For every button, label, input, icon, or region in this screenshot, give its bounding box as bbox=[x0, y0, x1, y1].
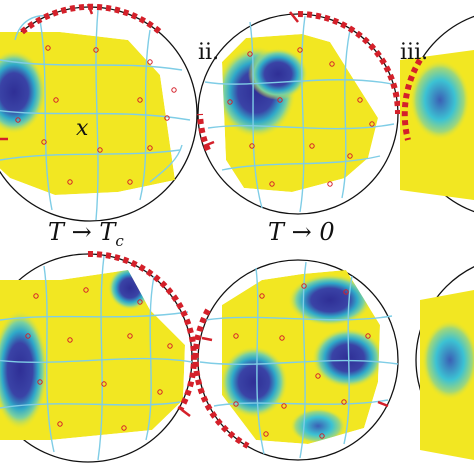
field-blob bbox=[410, 60, 470, 140]
panel-ii bbox=[197, 11, 401, 215]
boundary-tick bbox=[86, 3, 94, 15]
boundary-tick bbox=[289, 11, 299, 23]
panel-iii bbox=[400, 15, 474, 213]
mesh-lines bbox=[0, 255, 193, 461]
field-blob bbox=[290, 408, 346, 444]
boundary-arc bbox=[401, 58, 423, 141]
mesh-lines bbox=[204, 15, 395, 213]
field-blob bbox=[422, 320, 474, 400]
panel-label-iii: iii. bbox=[400, 40, 429, 65]
panel-label-ii: ii. bbox=[198, 40, 220, 65]
outer-circle bbox=[197, 259, 399, 461]
sample-points bbox=[15, 45, 177, 185]
boundary-arc bbox=[192, 308, 250, 449]
row-label-right: T → 0 bbox=[268, 218, 335, 246]
panel-bottom-left bbox=[0, 250, 197, 463]
field-blob bbox=[248, 48, 308, 100]
row-label-left: T → Tc bbox=[48, 218, 124, 250]
panel-i bbox=[0, 3, 198, 222]
boundary-tick bbox=[201, 336, 213, 342]
row-label-left-main: T → T bbox=[48, 218, 116, 246]
boundary-arc bbox=[20, 3, 162, 35]
sample-points bbox=[227, 47, 375, 187]
field-blob bbox=[222, 346, 288, 418]
row-label-left-sub: c bbox=[115, 231, 124, 250]
x-label: x bbox=[76, 116, 89, 141]
boundary-tick bbox=[181, 409, 191, 417]
boundary-arc bbox=[87, 250, 197, 412]
mesh-lines bbox=[0, 9, 191, 221]
boundary-arc bbox=[197, 113, 211, 152]
field-blob bbox=[108, 270, 152, 310]
boundary-arc bbox=[297, 11, 401, 115]
outer-circle bbox=[415, 266, 474, 454]
panel-bottom-middle bbox=[192, 259, 399, 461]
boundary-tick bbox=[203, 140, 215, 148]
field-blob bbox=[0, 310, 48, 430]
sample-points bbox=[25, 287, 173, 431]
panel-bottom-right bbox=[415, 266, 474, 460]
sample-points bbox=[233, 283, 371, 439]
boundary-tick bbox=[377, 400, 389, 408]
